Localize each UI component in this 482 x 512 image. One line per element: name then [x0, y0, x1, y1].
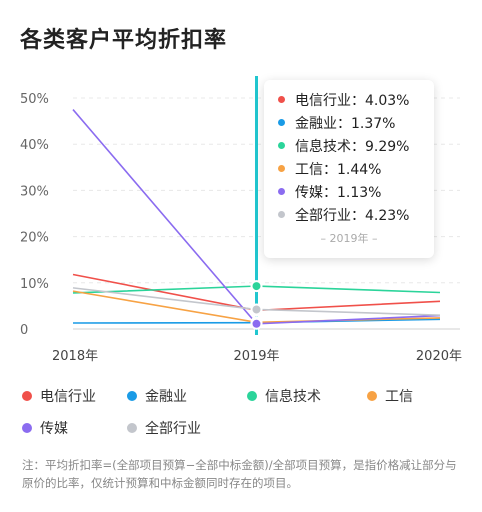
- legend-label: 金融业: [145, 389, 187, 405]
- x-tick-label: 2018年: [52, 349, 98, 364]
- y-tick-label: 0: [20, 323, 28, 338]
- tooltip-label: 全部行业：4.23%: [295, 207, 410, 224]
- tooltip-row: 信息技术：9.29%: [264, 134, 434, 157]
- tooltip-footer: – 2019年 –: [320, 232, 378, 245]
- x-tick-label: 2019年: [233, 349, 279, 364]
- legend-label: 信息技术: [265, 389, 321, 405]
- data-point-信息技术: [250, 280, 263, 293]
- tooltip-row: 全部行业：4.23%: [264, 203, 434, 226]
- x-tick-label: 2020年: [416, 349, 462, 364]
- legend-item[interactable]: 工信: [367, 386, 462, 406]
- chart-title: 各类客户平均折扣率: [20, 28, 228, 53]
- legend-label: 电信行业: [40, 389, 96, 405]
- legend-item[interactable]: 电信行业: [22, 386, 127, 406]
- y-tick-label: 10%: [20, 277, 49, 292]
- chart-legend: 电信行业 金融业 信息技术 工信传媒 全部行业: [22, 386, 462, 438]
- legend-item[interactable]: 金融业: [127, 386, 247, 406]
- y-tick-label: 50%: [20, 92, 49, 107]
- tooltip-label: 工信：1.44%: [295, 161, 382, 178]
- tooltip-label: 金融业：1.37%: [295, 115, 396, 132]
- legend-label: 工信: [385, 389, 413, 405]
- legend-dot: [247, 391, 257, 401]
- tooltip-label: 电信行业：4.03%: [295, 92, 410, 109]
- chart-tooltip: 电信行业：4.03% 金融业：1.37% 信息技术：9.29% 工信：1.44% 传媒：…: [264, 80, 434, 258]
- y-tick-label: 40%: [20, 138, 49, 153]
- legend-dot: [22, 423, 32, 433]
- tooltip-row: 工信：1.44%: [264, 157, 434, 180]
- data-point-全部行业: [250, 303, 263, 316]
- legend-item[interactable]: 传媒: [22, 418, 127, 438]
- legend-dot: [127, 423, 137, 433]
- tooltip-dot: [278, 119, 285, 126]
- tooltip-row: 电信行业：4.03%: [264, 88, 434, 111]
- legend-label: 传媒: [40, 421, 68, 437]
- tooltip-dot: [278, 165, 285, 172]
- tooltip-dot: [278, 188, 285, 195]
- legend-item[interactable]: 全部行业: [127, 418, 247, 438]
- line-chart: 0 10% 20% 30% 40% 50% 2018年 2019年 2020年: [20, 76, 462, 364]
- tooltip-label: 信息技术：9.29%: [295, 138, 410, 155]
- legend-dot: [22, 391, 32, 401]
- tooltip-row: 金融业：1.37%: [264, 111, 434, 134]
- legend-dot: [367, 391, 377, 401]
- tooltip-label: 传媒：1.13%: [295, 184, 382, 201]
- legend-dot: [127, 391, 137, 401]
- tooltip-dot: [278, 142, 285, 149]
- data-point-传媒: [250, 317, 263, 330]
- legend-label: 全部行业: [145, 421, 201, 437]
- tooltip-dot: [278, 211, 285, 218]
- legend-item[interactable]: 信息技术: [247, 386, 367, 406]
- footnote: 注：平均折扣率=(全部项目预算−全部中标金额)/全部项目预算，是指价格减让部分与…: [22, 458, 457, 490]
- y-tick-label: 20%: [20, 231, 49, 246]
- y-tick-label: 30%: [20, 184, 49, 199]
- tooltip-dot: [278, 96, 285, 103]
- tooltip-row: 传媒：1.13%: [264, 180, 434, 203]
